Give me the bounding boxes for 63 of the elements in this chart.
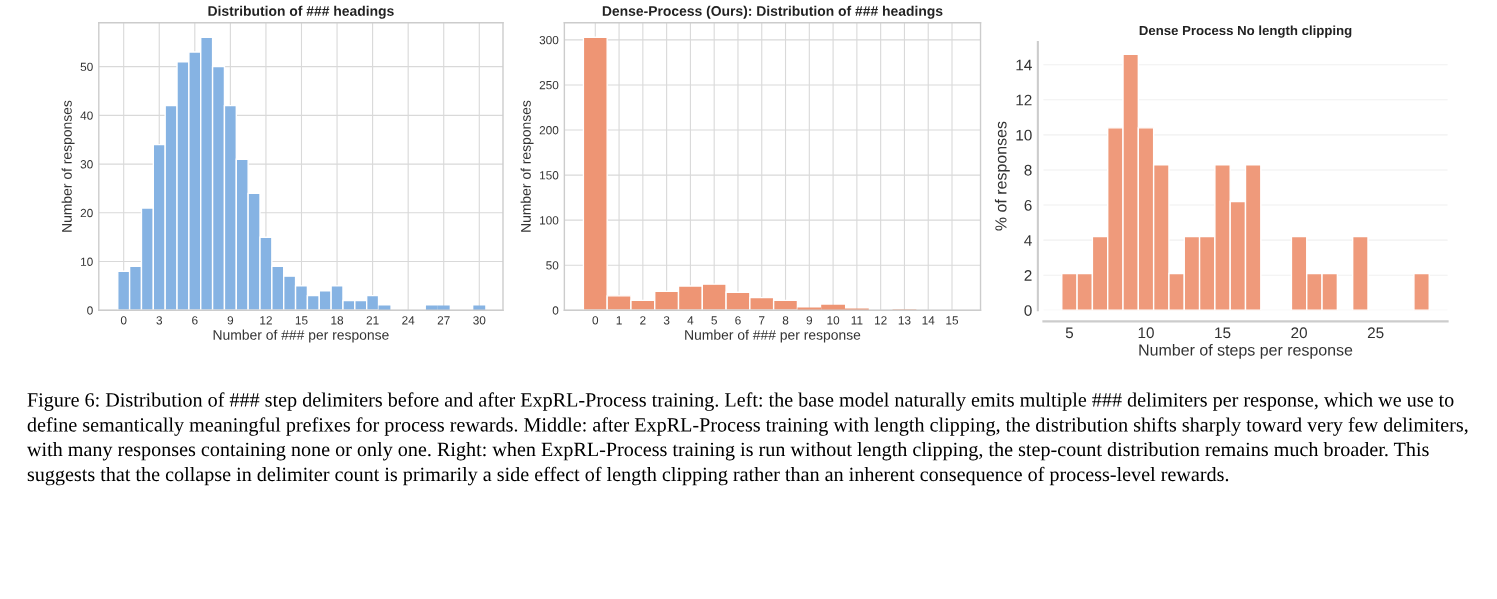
caption: Figure 6: Distribution of ### step delimiters before and after ExpRL-Process training. Left: the base model naturally emits multiple ### delimiters per response, which we use to define semantically meaningful prefixes for process rewards. Middle: after ExpRL-Process training with length clipping, the distribution shifts sharply toward very few delimiters, with many responses containing none or only one. Right: when ExpRL-Process training is run without length clipping, the step-count distribution remains much broader. This suggests that the collapse in delimiter count is primarily a side effect of length clipping rather than an inherent consequence of process-level rewards. [26,392,1468,486]
y-tick-label: 30 [80,160,93,169]
x-tick-label: 9 [806,316,813,325]
x-tick-label: 8 [782,316,789,325]
y-tick-label: 0 [552,306,559,315]
y-tick-label: 50 [546,261,559,270]
x-tick-label: 0 [592,316,599,325]
y-tick-label: 4 [1024,235,1032,246]
y-tick-label: 100 [540,216,559,225]
x-tick-label: 6 [192,316,198,325]
x-tick-label: 12 [260,316,272,325]
x-tick-label: 3 [156,316,163,325]
x-tick-label: 18 [331,316,344,325]
x-tick-label: 15 [1215,327,1231,339]
y-tick-label: 6 [1024,199,1032,211]
x-tick-label: 5 [1065,327,1074,339]
y-tick-label: 20 [80,208,93,218]
x-tick-label: 12 [874,316,887,325]
y-axis-title: % of responses [994,121,1010,231]
x-tick-label: 14 [922,316,935,325]
y-tick-label: 150 [540,171,559,180]
x-axis-title: Number of ### per response [213,329,389,343]
y-tick-label: 250 [539,80,559,90]
chart-title: Dense Process No length clipping [1139,25,1352,38]
x-tick-label: 20 [1291,327,1307,339]
x-tick-label: 10 [827,316,840,325]
x-tick-label: 25 [1367,327,1384,339]
y-tick-label: 14 [1016,59,1032,71]
y-tick-label: 10 [81,257,93,266]
y-tick-label: 10 [1016,129,1032,141]
x-tick-label: 9 [227,316,234,325]
chart-title: Dense-Process (Ours): Distribution of ### headings [602,5,943,19]
x-tick-label: 11 [851,316,863,325]
y-tick-label: 50 [80,62,93,72]
y-tick-label: 12 [1016,94,1032,106]
y-axis-title: Number of responses [61,100,75,232]
y-tick-label: 0 [1024,305,1032,316]
x-tick-label: 10 [1138,327,1154,339]
x-tick-label: 15 [946,316,959,325]
y-tick-label: 200 [539,126,559,135]
x-tick-label: 21 [366,316,379,325]
chart-title: Distribution of ### headings [208,5,394,19]
x-tick-label: 27 [437,316,450,325]
x-tick-label: 5 [711,316,717,325]
x-axis-title: Number of ### per response [685,329,861,343]
y-tick-label: 40 [80,111,93,120]
x-tick-label: 30 [473,316,486,325]
x-tick-label: 13 [898,316,911,325]
x-tick-label: 4 [687,316,694,325]
x-tick-label: 0 [120,316,127,325]
y-axis-title: Number of responses [520,100,534,232]
y-tick-label: 300 [539,35,559,45]
x-tick-label: 2 [640,316,646,325]
y-tick-label: 8 [1024,164,1032,176]
x-tick-label: 6 [735,316,741,325]
x-tick-label: 3 [663,316,670,325]
x-axis-title: Number of steps per response [1139,343,1353,359]
x-tick-label: 7 [759,316,765,325]
y-tick-label: 2 [1024,270,1032,281]
x-tick-label: 1 [616,316,622,325]
x-tick-label: 15 [295,316,308,325]
x-tick-label: 24 [402,316,415,325]
y-tick-label: 0 [87,306,93,315]
